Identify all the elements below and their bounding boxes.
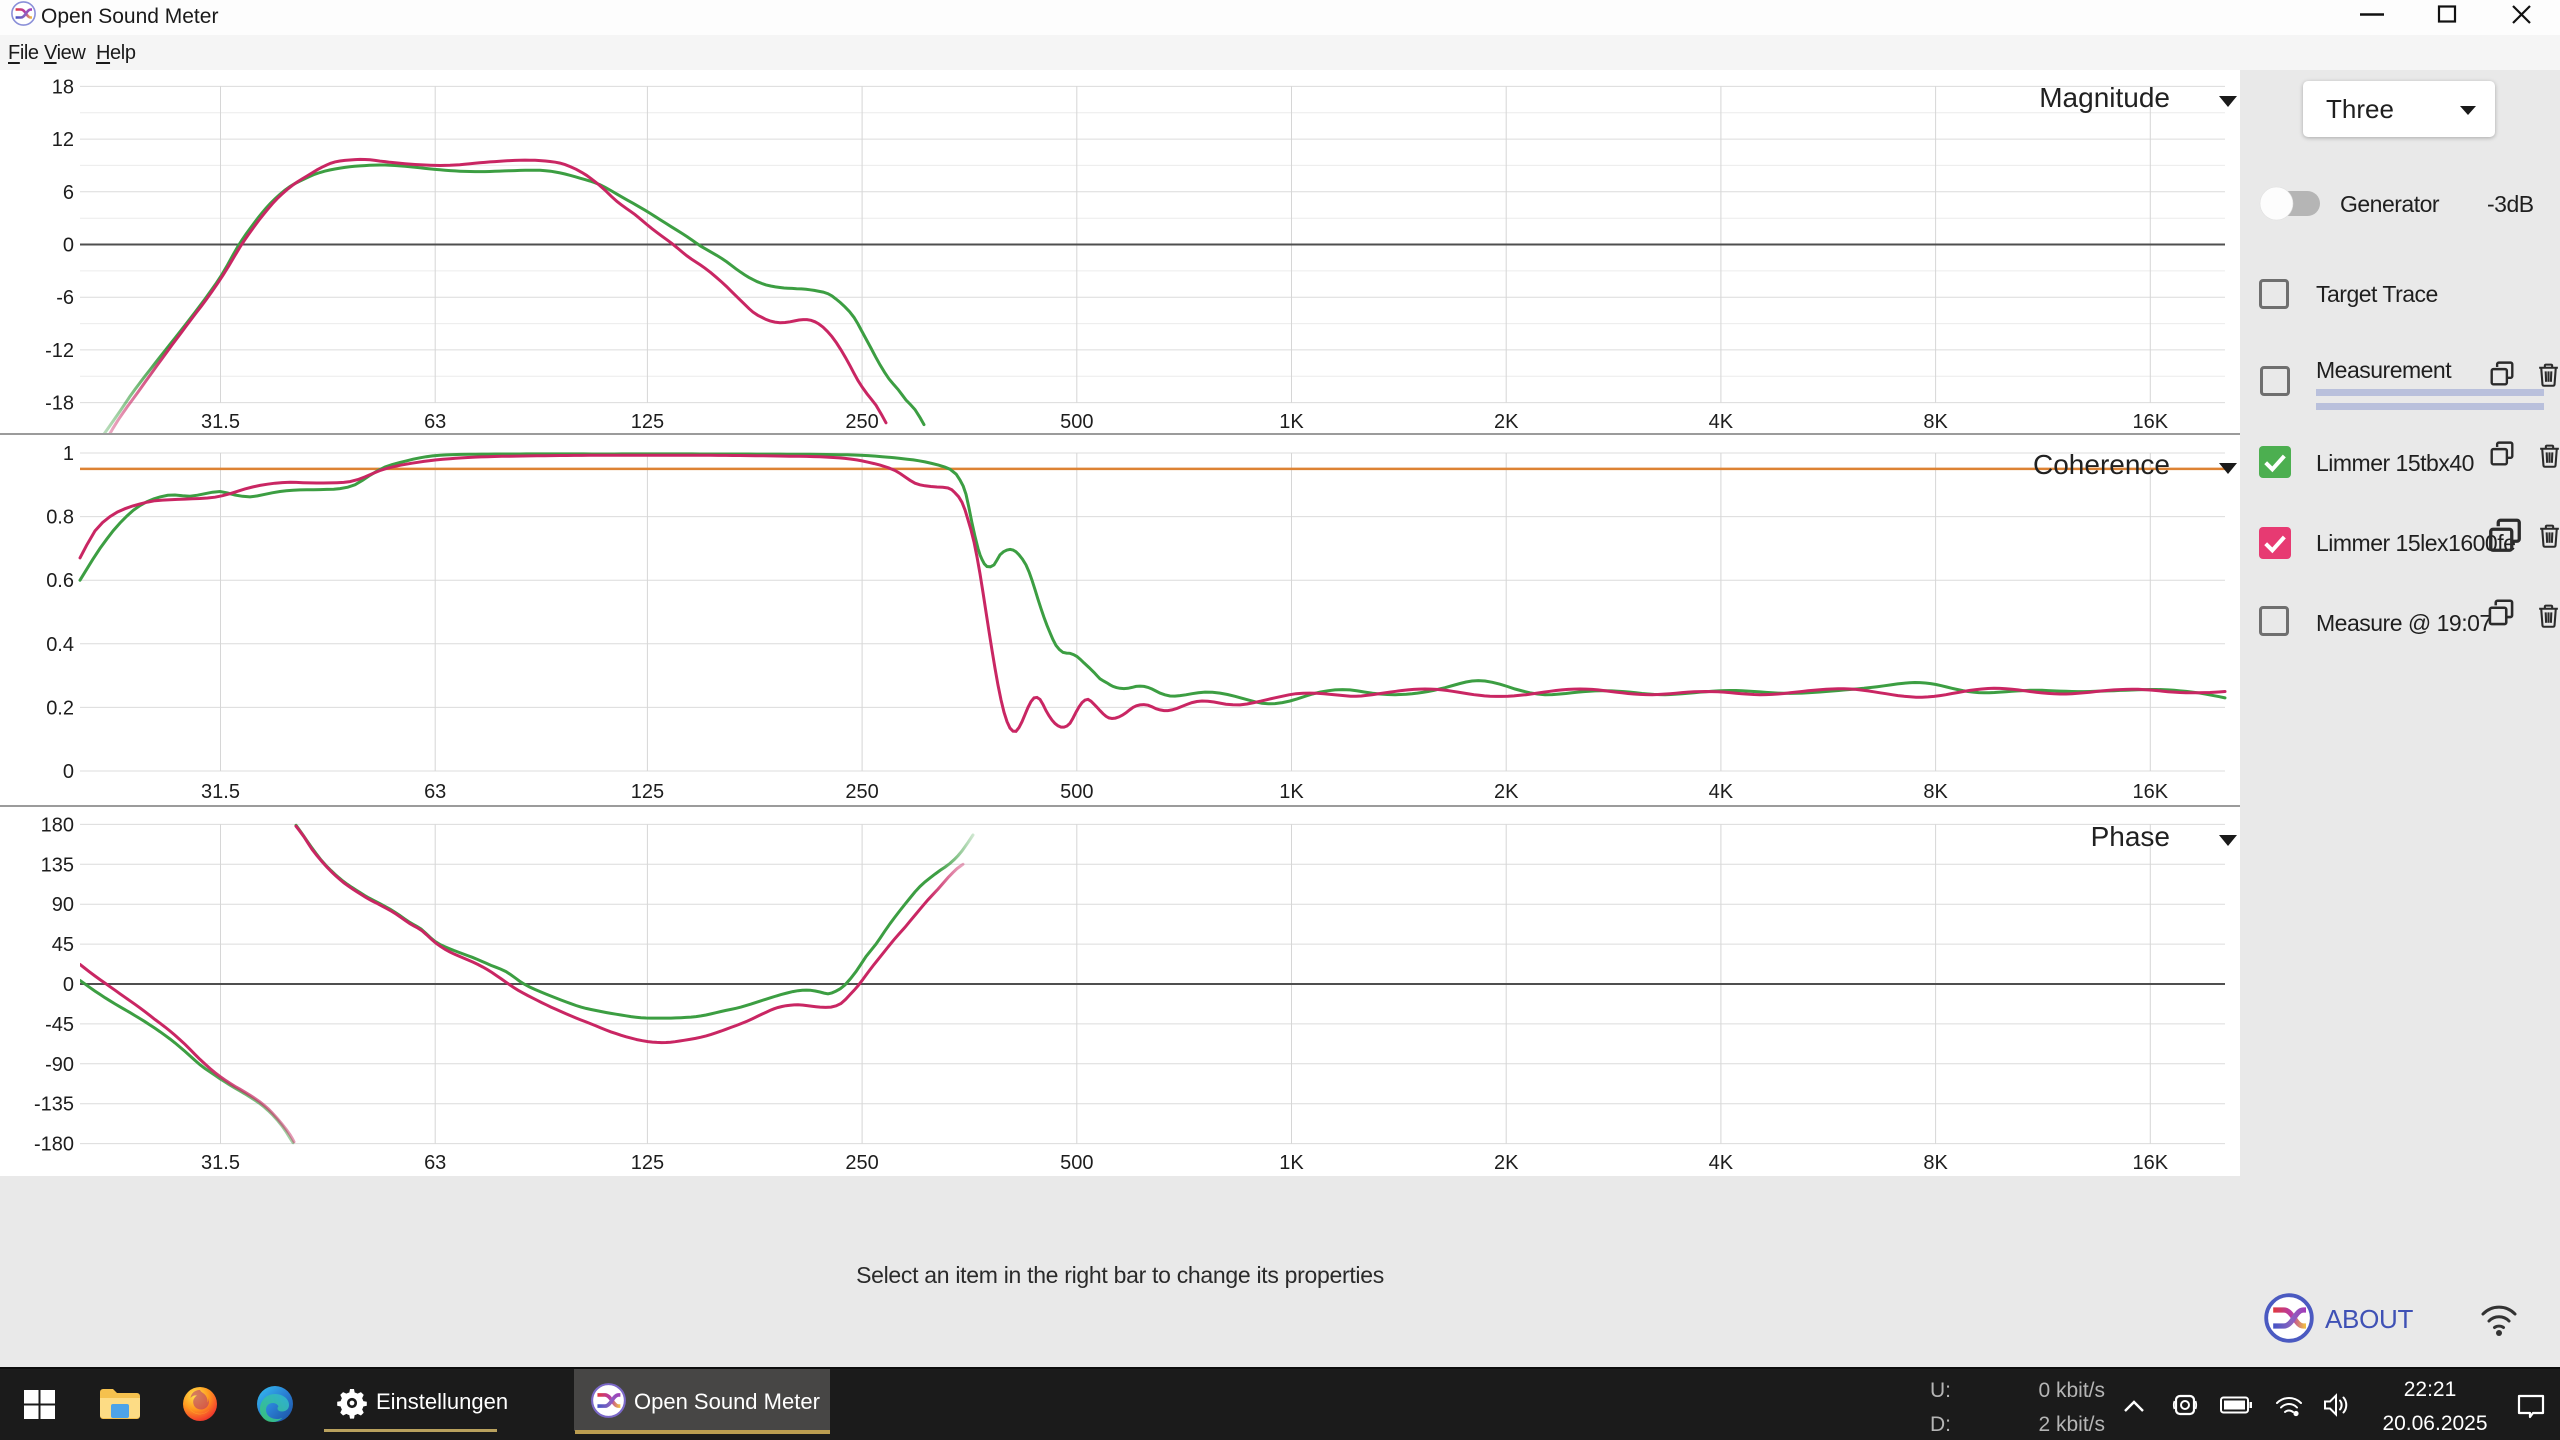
svg-text:-18: -18: [45, 393, 74, 415]
svg-text:8K: 8K: [1923, 411, 1948, 433]
svg-text:0: 0: [63, 974, 74, 996]
svg-text:-12: -12: [45, 340, 74, 362]
svg-text:63: 63: [424, 781, 446, 803]
svg-text:45: 45: [52, 934, 74, 956]
svg-text:2K: 2K: [1494, 1152, 1519, 1174]
svg-text:Phase: Phase: [2091, 821, 2170, 852]
svg-text:-135: -135: [34, 1094, 74, 1116]
svg-text:500: 500: [1060, 781, 1093, 803]
svg-text:Coherence: Coherence: [2033, 449, 2170, 480]
svg-text:16K: 16K: [2133, 411, 2169, 433]
svg-text:125: 125: [631, 411, 664, 433]
svg-text:16K: 16K: [2133, 1152, 2169, 1174]
svg-text:500: 500: [1060, 411, 1093, 433]
svg-text:180: 180: [41, 814, 74, 836]
svg-text:1K: 1K: [1279, 411, 1304, 433]
svg-text:250: 250: [845, 1152, 878, 1174]
svg-text:1K: 1K: [1279, 781, 1304, 803]
svg-text:125: 125: [631, 1152, 664, 1174]
svg-text:0.8: 0.8: [46, 507, 74, 529]
svg-text:-6: -6: [56, 287, 74, 309]
svg-text:1: 1: [63, 443, 74, 465]
svg-text:0: 0: [63, 761, 74, 783]
svg-text:12: 12: [52, 129, 74, 151]
svg-text:63: 63: [424, 1152, 446, 1174]
svg-text:4K: 4K: [1709, 781, 1734, 803]
svg-text:18: 18: [52, 76, 74, 98]
svg-text:6: 6: [63, 182, 74, 204]
svg-text:-45: -45: [45, 1014, 74, 1036]
svg-text:2K: 2K: [1494, 781, 1519, 803]
svg-text:-180: -180: [34, 1134, 74, 1156]
svg-text:250: 250: [845, 781, 878, 803]
svg-text:31.5: 31.5: [201, 781, 240, 803]
svg-text:0.4: 0.4: [46, 634, 74, 656]
svg-text:0.2: 0.2: [46, 697, 74, 719]
svg-text:2K: 2K: [1494, 411, 1519, 433]
svg-text:1K: 1K: [1279, 1152, 1304, 1174]
svg-text:0: 0: [63, 235, 74, 257]
svg-text:250: 250: [845, 411, 878, 433]
svg-text:8K: 8K: [1923, 1152, 1948, 1174]
svg-text:31.5: 31.5: [201, 1152, 240, 1174]
svg-text:31.5: 31.5: [201, 411, 240, 433]
svg-text:500: 500: [1060, 1152, 1093, 1174]
svg-text:90: 90: [52, 894, 74, 916]
svg-text:0.6: 0.6: [46, 570, 74, 592]
svg-text:125: 125: [631, 781, 664, 803]
svg-text:Magnitude: Magnitude: [2039, 82, 2170, 113]
svg-text:16K: 16K: [2133, 781, 2169, 803]
svg-text:8K: 8K: [1923, 781, 1948, 803]
svg-text:135: 135: [41, 854, 74, 876]
svg-text:4K: 4K: [1709, 1152, 1734, 1174]
svg-text:63: 63: [424, 411, 446, 433]
svg-text:-90: -90: [45, 1054, 74, 1076]
svg-text:4K: 4K: [1709, 411, 1734, 433]
